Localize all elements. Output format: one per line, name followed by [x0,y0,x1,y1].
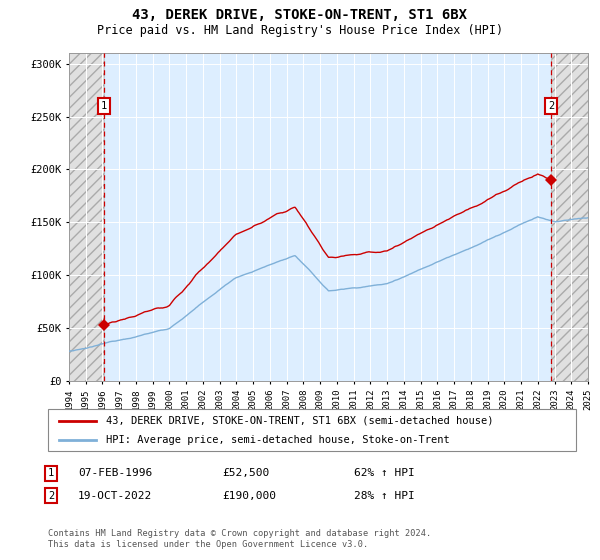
Text: 1: 1 [101,101,107,111]
Text: HPI: Average price, semi-detached house, Stoke-on-Trent: HPI: Average price, semi-detached house,… [106,435,450,445]
Text: £52,500: £52,500 [222,468,269,478]
Bar [551,53,588,381]
Text: 19-OCT-2022: 19-OCT-2022 [78,491,152,501]
Text: 28% ↑ HPI: 28% ↑ HPI [354,491,415,501]
FancyBboxPatch shape [48,409,576,451]
Text: 1: 1 [48,468,54,478]
Text: 62% ↑ HPI: 62% ↑ HPI [354,468,415,478]
Text: Contains HM Land Registry data © Crown copyright and database right 2024.
This d: Contains HM Land Registry data © Crown c… [48,529,431,549]
Text: £190,000: £190,000 [222,491,276,501]
Text: 43, DEREK DRIVE, STOKE-ON-TRENT, ST1 6BX (semi-detached house): 43, DEREK DRIVE, STOKE-ON-TRENT, ST1 6BX… [106,416,494,426]
Text: 07-FEB-1996: 07-FEB-1996 [78,468,152,478]
Text: Price paid vs. HM Land Registry's House Price Index (HPI): Price paid vs. HM Land Registry's House … [97,24,503,36]
Text: 2: 2 [48,491,54,501]
Text: 43, DEREK DRIVE, STOKE-ON-TRENT, ST1 6BX: 43, DEREK DRIVE, STOKE-ON-TRENT, ST1 6BX [133,8,467,22]
Bar [69,53,104,381]
Bar [551,53,588,381]
Bar [69,53,104,381]
Text: 2: 2 [548,101,554,111]
